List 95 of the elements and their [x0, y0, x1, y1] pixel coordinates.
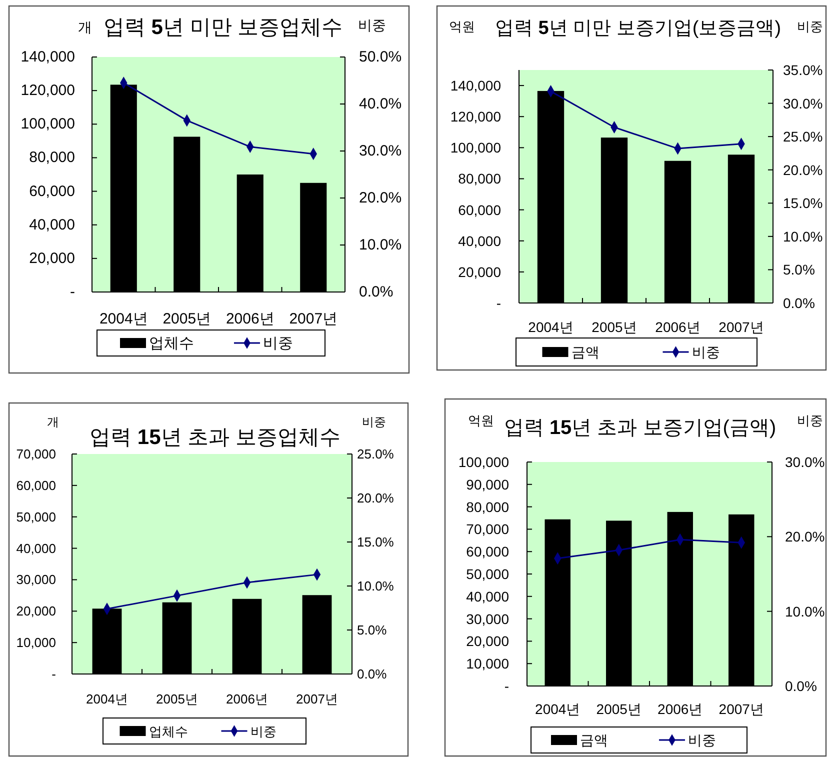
y-axis-title: 억원	[449, 18, 475, 34]
x-tick-label: 2007년	[718, 701, 764, 717]
y2-tick-label: 20.0%	[783, 162, 823, 178]
x-tick-label: 2006년	[226, 692, 268, 706]
y-tick-label: 40,000	[16, 540, 56, 556]
y2-tick-label: 20.0%	[359, 190, 402, 206]
y-tick-label: 40,000	[29, 216, 75, 234]
y-axis-title: 개	[47, 415, 59, 429]
y2-tick-label: 0.0%	[783, 295, 815, 311]
y-tick-label: 50,000	[466, 566, 510, 582]
y-tick-label: 80,000	[29, 149, 75, 166]
y2-axis-title: 비중	[797, 18, 823, 34]
y-tick-label: 140,000	[20, 48, 75, 66]
y-tick-label: 60,000	[16, 478, 56, 493]
y-tick-label: 120,000	[20, 82, 75, 100]
x-tick-label: 2004년	[99, 310, 148, 328]
y2-tick-label: 30.0%	[359, 142, 402, 160]
y-tick-label: 30,000	[16, 572, 56, 588]
x-tick-label: 2005년	[156, 692, 198, 706]
y2-tick-label: 30.0%	[783, 95, 823, 112]
y-tick-label: 80,000	[458, 170, 502, 187]
y-tick-label: 30,000	[466, 610, 510, 627]
legend-label: 비중	[688, 732, 716, 748]
y2-tick-label: 50.0%	[359, 48, 402, 66]
y2-tick-label: 35.0%	[783, 62, 823, 78]
y-tick-label: 70,000	[466, 521, 510, 538]
legend-label: 금액	[580, 732, 608, 748]
x-tick-label: 2005년	[592, 319, 637, 335]
y2-tick-label: 15.0%	[783, 195, 823, 212]
y2-tick-label: 5.0%	[357, 622, 388, 638]
x-tick-label: 2007년	[296, 692, 338, 706]
x-tick-label: 2006년	[655, 319, 700, 335]
y-tick-label: 70,000	[16, 446, 56, 462]
legend-label: 비중	[250, 724, 276, 738]
y-axis-title: 개	[78, 19, 92, 35]
y2-tick-label: 30.0%	[785, 454, 825, 470]
x-tick-label: 2006년	[226, 310, 274, 328]
x-tick-label: 2004년	[528, 319, 574, 335]
y-tick-label: 120,000	[450, 108, 502, 125]
y-tick-label: 20,000	[29, 250, 75, 267]
legend-label: 비중	[263, 334, 293, 352]
y-tick-label: 90,000	[466, 476, 510, 492]
chart-title: 업력 5년 미만 보증기업(보증금액)	[494, 18, 782, 38]
y-tick-label: 20,000	[466, 633, 510, 650]
x-tick-label: 2007년	[718, 319, 764, 335]
y2-tick-label: 25.0%	[783, 128, 823, 145]
legend-label: 업체수	[148, 724, 188, 738]
y-axis-title: 억원	[468, 412, 494, 428]
legend-label: 업체수	[149, 334, 194, 352]
y-tick-label: 60,000	[458, 202, 502, 218]
y2-tick-label: 10.0%	[357, 578, 394, 594]
x-tick-label: 2006년	[658, 701, 703, 717]
y-tick-label: 10,000	[466, 656, 510, 672]
chart-title: 업력 15년 초과 보증업체수	[90, 426, 340, 448]
y2-tick-label: 5.0%	[783, 262, 815, 278]
chart-title: 업력 5년 미만 보증업체수	[103, 16, 343, 38]
x-tick-label: 2004년	[86, 692, 128, 706]
y-tick-label: -	[70, 284, 75, 300]
x-tick-label: 2005년	[596, 701, 642, 717]
y-tick-label: 10,000	[16, 635, 56, 650]
y-tick-label: 100,000	[458, 454, 510, 470]
y-tick-label: 80,000	[466, 498, 510, 515]
x-tick-label: 2007년	[289, 310, 338, 328]
y-tick-label: 20,000	[16, 604, 56, 619]
x-tick-label: 2005년	[162, 310, 212, 328]
legend-label: 금액	[571, 344, 600, 360]
y-tick-label: -	[52, 666, 56, 682]
y2-axis-title: 비중	[797, 412, 823, 428]
y2-axis-title: 비중	[358, 17, 386, 33]
y-tick-label: -	[496, 295, 502, 311]
y-tick-label: 140,000	[450, 78, 502, 94]
y2-tick-label: 20.0%	[357, 490, 394, 506]
y2-tick-label: 0.0%	[785, 678, 817, 694]
y2-tick-label: 0.0%	[357, 666, 388, 682]
chart-title: 업력 15년 초과 보증기업(금액)	[504, 417, 776, 439]
y2-tick-label: 25.0%	[357, 446, 394, 462]
y-tick-label: 40,000	[458, 232, 502, 249]
y-tick-label: 100,000	[20, 116, 75, 133]
y-tick-label: 60,000	[29, 182, 75, 200]
y-tick-label: -	[504, 678, 510, 694]
y-tick-label: 50,000	[16, 509, 56, 524]
y2-tick-label: 10.0%	[785, 603, 825, 620]
y2-tick-label: 10.0%	[783, 228, 823, 244]
y-tick-label: 60,000	[466, 544, 510, 560]
y-tick-label: 20,000	[458, 264, 502, 280]
y2-tick-label: 20.0%	[785, 528, 825, 545]
legend-label: 비중	[692, 344, 720, 360]
y2-tick-label: 15.0%	[357, 534, 394, 550]
y2-tick-label: 0.0%	[359, 284, 394, 300]
y2-tick-label: 10.0%	[359, 236, 402, 254]
x-tick-label: 2004년	[535, 701, 580, 717]
y-tick-label: 40,000	[466, 588, 510, 604]
y2-tick-label: 40.0%	[359, 96, 402, 112]
y-tick-label: 100,000	[450, 140, 502, 156]
y2-axis-title: 비중	[362, 415, 386, 429]
